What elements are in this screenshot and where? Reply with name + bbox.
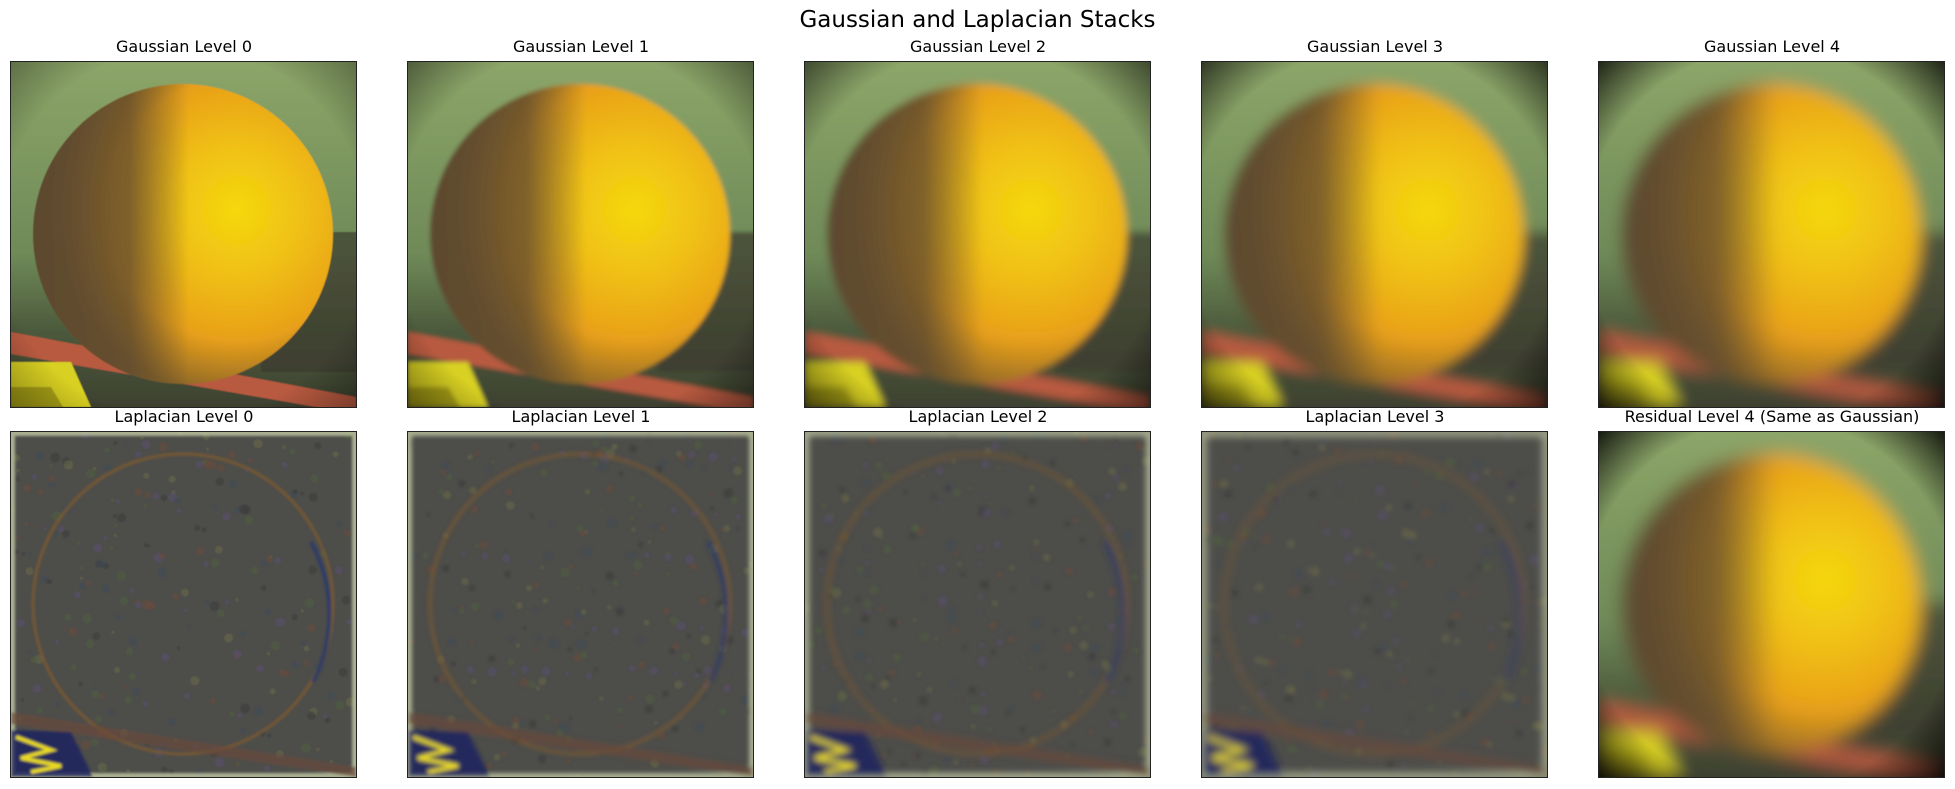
- panel-title-laplacian-2: Laplacian Level 2: [908, 407, 1048, 426]
- laplacian-level-3-image: [1201, 431, 1548, 778]
- gaussian-level-1-image: [407, 61, 754, 408]
- panel-title-gaussian-0: Gaussian Level 0: [116, 37, 252, 56]
- gaussian-level-0-image: [10, 61, 357, 408]
- laplacian-level-0-image: [10, 431, 357, 778]
- laplacian-level-1-image: [407, 431, 754, 778]
- panel-title-residual-4: Residual Level 4 (Same as Gaussian): [1624, 407, 1920, 426]
- panel-title-laplacian-1: Laplacian Level 1: [511, 407, 651, 426]
- panel-title-laplacian-3: Laplacian Level 3: [1305, 407, 1445, 426]
- laplacian-level-2-image: [804, 431, 1151, 778]
- figure-title: Gaussian and Laplacian Stacks: [799, 7, 1156, 33]
- panel-title-gaussian-3: Gaussian Level 3: [1307, 37, 1443, 56]
- panel-title-gaussian-1: Gaussian Level 1: [513, 37, 649, 56]
- gaussian-level-2-image: [804, 61, 1151, 408]
- gaussian-level-3-image: [1201, 61, 1548, 408]
- panel-title-gaussian-4: Gaussian Level 4: [1704, 37, 1840, 56]
- panel-title-laplacian-0: Laplacian Level 0: [114, 407, 254, 426]
- residual-level-4-image: [1598, 431, 1945, 778]
- panel-title-gaussian-2: Gaussian Level 2: [910, 37, 1046, 56]
- gaussian-level-4-image: [1598, 61, 1945, 408]
